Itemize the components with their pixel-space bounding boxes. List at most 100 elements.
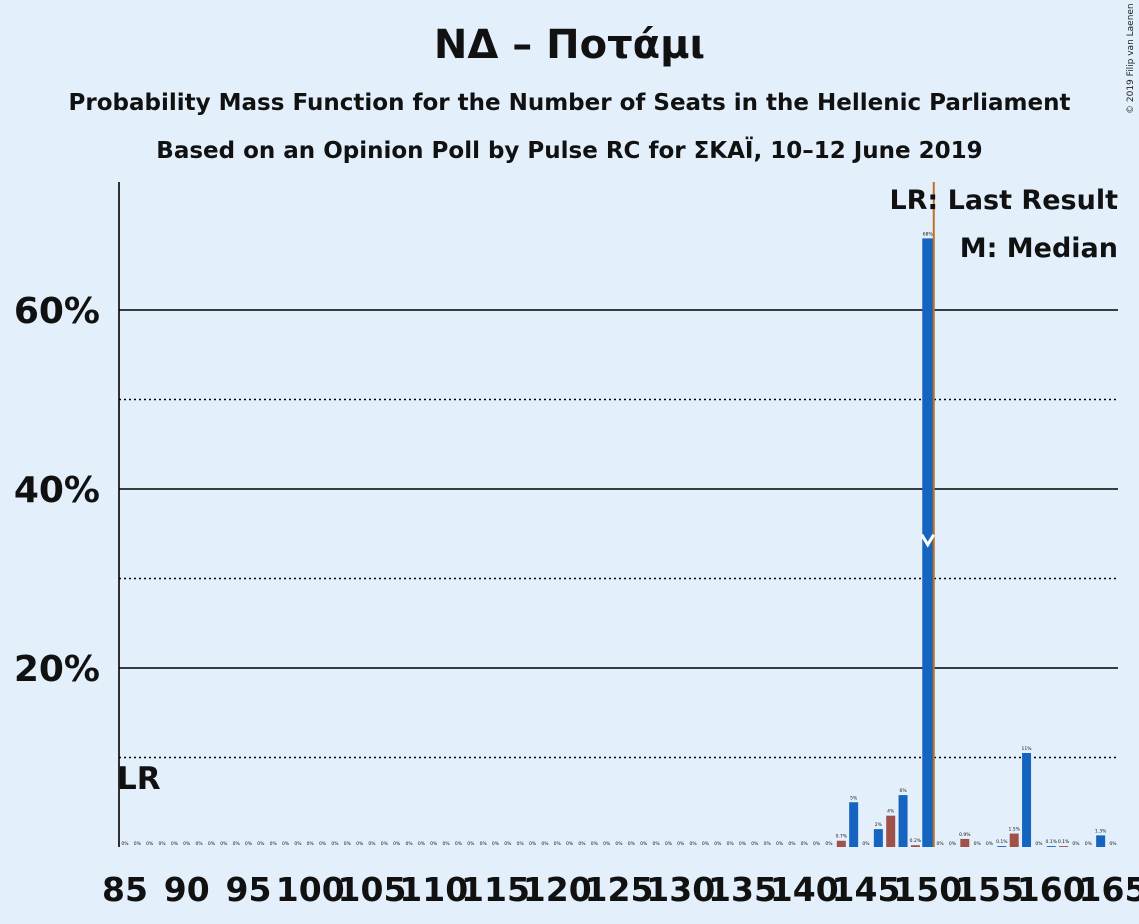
bar-value-label: 0% (517, 841, 525, 847)
bar-value-label: 0% (183, 841, 191, 847)
bar-value-label: 0% (344, 841, 352, 847)
x-tick-label: 115 (461, 870, 530, 909)
x-tick-label: 145 (832, 870, 901, 909)
x-tick-label: 130 (646, 870, 715, 909)
x-tick-label: 160 (1017, 870, 1086, 909)
bar-value-label: 0.2% (910, 838, 922, 844)
bar-value-label: 0% (652, 841, 660, 847)
axis-layer: 20%40%60%85 90 95 1001051101151201251301351… (14, 182, 1139, 909)
bar-value-label: 0% (529, 841, 537, 847)
bar-value-label: 0% (801, 841, 809, 847)
bar-value-label: 0% (368, 841, 376, 847)
last-result-marker-label: LR (117, 761, 161, 797)
bar-value-label: 0% (331, 841, 339, 847)
bar-value-label: 0% (319, 841, 327, 847)
bar-value-label: 4% (887, 809, 895, 815)
bar-value-label: 0% (628, 841, 636, 847)
bar-value-label: 5% (850, 795, 858, 801)
bar-value-label: 0% (196, 841, 204, 847)
bar-value-label: 0% (974, 841, 982, 847)
bar-value-label: 0% (257, 841, 265, 847)
bar-value-label: 6% (899, 788, 907, 794)
bar-value-label: 11% (1022, 746, 1033, 752)
seat-bar (873, 829, 883, 847)
seat-bar (910, 845, 920, 847)
bar-value-label: 0% (690, 841, 698, 847)
bar-value-label: 0% (751, 841, 759, 847)
legend-median: M: Median (960, 233, 1118, 264)
x-tick-label: 165 (1079, 870, 1139, 909)
bar-value-label: 0% (294, 841, 302, 847)
bar-value-label: 0% (1085, 841, 1093, 847)
bar-value-label: 68% (923, 231, 934, 237)
bar-value-label: 0% (455, 841, 463, 847)
bar-value-label: 0% (504, 841, 512, 847)
bar-value-label: 0% (467, 841, 475, 847)
bar-value-label: 0% (356, 841, 364, 847)
bar-value-label: 0% (1035, 841, 1043, 847)
bar-value-label: 0% (764, 841, 772, 847)
bar-value-label: 0% (443, 841, 451, 847)
bar-value-label: 0% (665, 841, 673, 847)
bar-value-label: 0% (566, 841, 574, 847)
x-tick-label: 95 (226, 870, 272, 909)
bar-value-label: 0% (640, 841, 648, 847)
bar-value-label: 0% (825, 841, 833, 847)
bar-value-label: 0.9% (959, 832, 971, 838)
bar-value-label: 0% (949, 841, 957, 847)
bar-value-label: 0% (307, 841, 315, 847)
x-tick-label: 110 (399, 870, 468, 909)
bar-value-label: 0% (862, 841, 870, 847)
seat-bar (1022, 753, 1032, 847)
seat-bar (836, 840, 846, 847)
bar-value-label: 0% (270, 841, 278, 847)
seat-bar (1046, 846, 1056, 847)
bar-value-label: 0% (220, 841, 228, 847)
grid-layer (119, 309, 1118, 759)
bar-value-label: 0% (739, 841, 747, 847)
bar-value-label: 0% (714, 841, 722, 847)
bar-value-label: 0% (233, 841, 241, 847)
bar-value-label: 1.5% (1008, 827, 1020, 833)
bar-value-label: 0% (393, 841, 401, 847)
bar-value-label: 0% (727, 841, 735, 847)
bar-value-label: 0% (541, 841, 549, 847)
seat-bar (849, 802, 859, 847)
bar-value-label: 0% (591, 841, 599, 847)
bar-value-label: 0% (480, 841, 488, 847)
bar-value-label: 0.7% (836, 834, 848, 840)
y-tick-label: 20% (14, 649, 100, 690)
x-tick-label: 90 (164, 870, 210, 909)
bar-value-label: 0% (788, 841, 796, 847)
bar-value-label: 0% (282, 841, 290, 847)
bar-value-label: 0% (492, 841, 500, 847)
bar-value-label: 0% (986, 841, 994, 847)
seat-bar (886, 815, 896, 847)
label-layer: 0% 0% 0% 0% 0% 0% 0% 0% 0% 0% 0% 0% 0% 0% 0% 0% 0% 0% 0% 0%… (121, 231, 1117, 847)
x-tick-label: 140 (770, 870, 839, 909)
x-tick-label: 120 (523, 870, 592, 909)
bar-value-label: 0% (121, 841, 129, 847)
bar-value-label: 0% (430, 841, 438, 847)
bar-value-label: 0% (578, 841, 586, 847)
bar-value-label: 0% (776, 841, 784, 847)
bar-value-label: 0.1% (1058, 839, 1070, 845)
legend-last-result: LR: Last Result (889, 185, 1118, 216)
seat-bar (898, 795, 908, 847)
bar-value-label: 0% (381, 841, 389, 847)
chart-title: ΝΔ – Ποτάμι (433, 22, 706, 68)
seat-bar (1096, 835, 1106, 847)
seat-bar (1009, 833, 1019, 847)
bar-value-label: 0% (418, 841, 426, 847)
chart-source-subtitle: Based on an Opinion Poll by Pulse RC for… (156, 138, 983, 164)
y-tick-label: 60% (14, 291, 100, 332)
bar-value-label: 0% (615, 841, 623, 847)
bar-value-label: 0% (1072, 841, 1080, 847)
bar-value-label: 0% (1109, 841, 1117, 847)
bar-value-label: 0% (813, 841, 821, 847)
bar-value-label: 2% (875, 822, 883, 828)
bar-value-label: 0% (146, 841, 154, 847)
x-tick-label: 85 (102, 870, 148, 909)
bar-value-label: 1.3% (1095, 828, 1107, 834)
